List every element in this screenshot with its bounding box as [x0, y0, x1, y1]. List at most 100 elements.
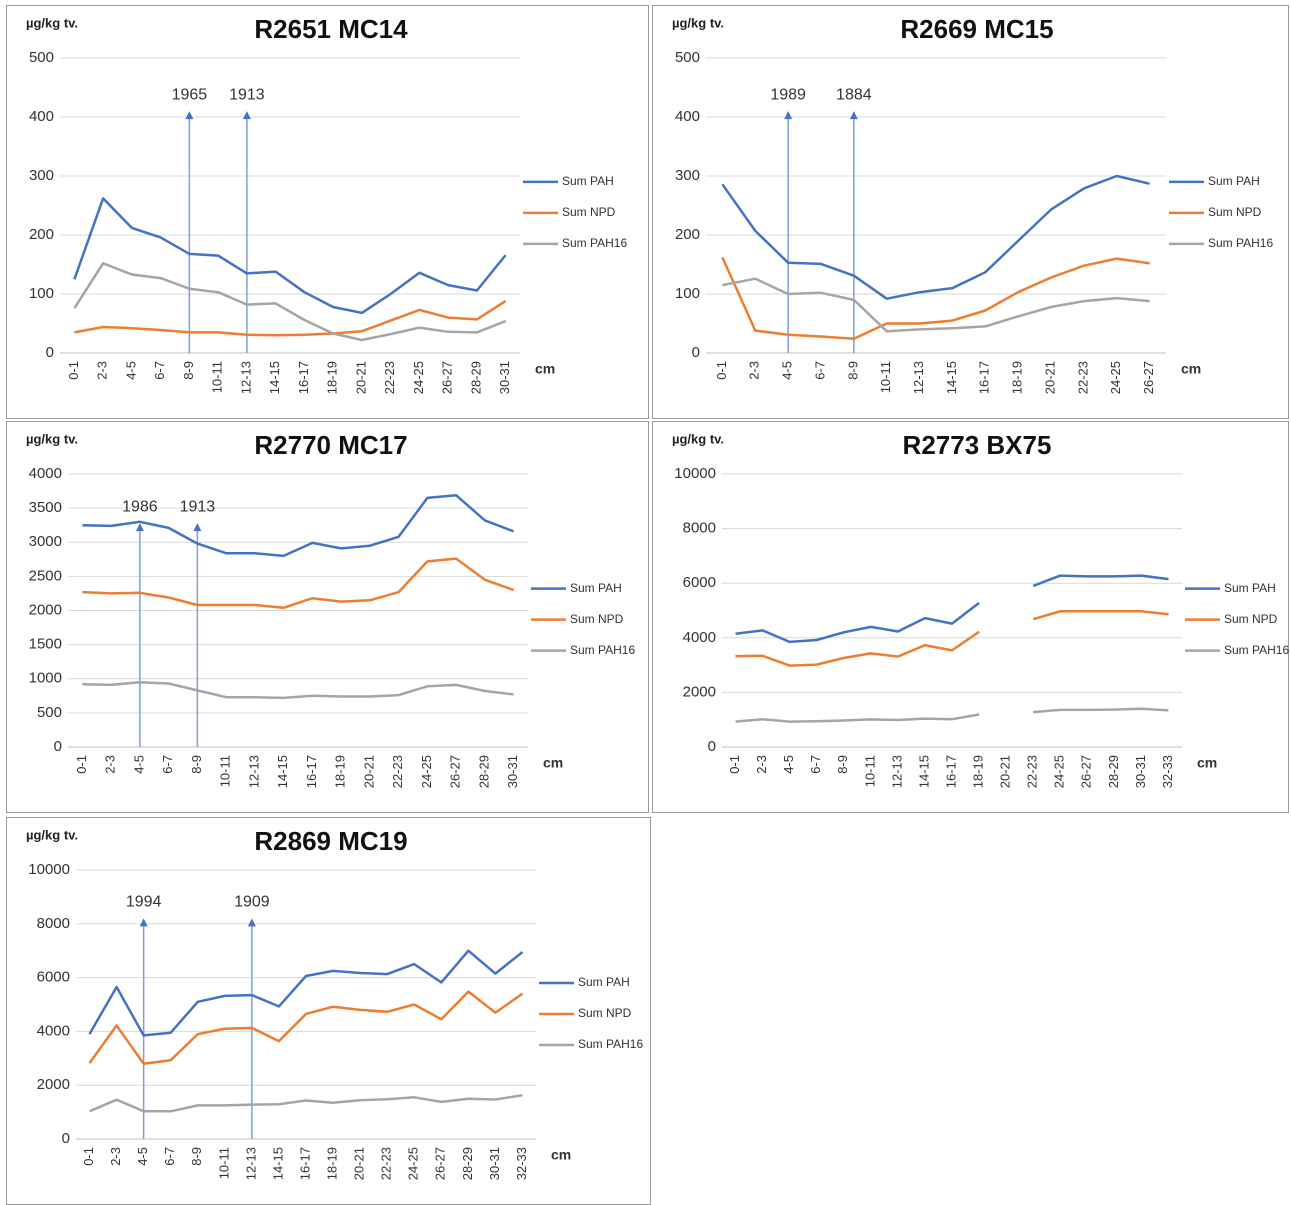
x-tick-label: 32-33 — [1160, 755, 1175, 788]
y-tick-label: 500 — [29, 49, 54, 66]
chart-title: R2669 MC15 — [900, 14, 1053, 44]
series-line — [721, 256, 1150, 341]
x-tick-label: 14-15 — [275, 755, 290, 788]
x-tick-label: 4-5 — [123, 361, 138, 380]
x-axis-label: cm — [1181, 361, 1201, 377]
y-axis-label: µg/kg tv. — [672, 15, 724, 30]
x-tick-label: 24-25 — [419, 755, 434, 788]
y-tick-label: 200 — [675, 226, 700, 243]
legend-label: Sum PAH16 — [1224, 643, 1289, 657]
x-tick-label: 8-9 — [835, 755, 850, 774]
y-tick-label: 200 — [29, 226, 54, 243]
series-line — [82, 557, 515, 610]
x-tick-label: 18-19 — [325, 361, 340, 394]
legend-label: Sum PAH16 — [578, 1037, 643, 1051]
x-tick-label: 4-5 — [135, 1147, 150, 1166]
y-tick-label: 0 — [46, 344, 54, 361]
x-tick-label: 4-5 — [780, 361, 795, 380]
y-tick-label: 300 — [675, 167, 700, 184]
x-axis-label: cm — [551, 1147, 571, 1163]
series-line — [89, 1093, 523, 1113]
x-axis-label: cm — [535, 361, 555, 377]
y-tick-label: 300 — [29, 167, 54, 184]
x-tick-label: 14-15 — [944, 361, 959, 394]
y-tick-label: 2000 — [683, 683, 716, 700]
x-tick-label: 30-31 — [505, 755, 520, 788]
y-tick-label: 0 — [62, 1130, 70, 1147]
series-line — [735, 610, 1169, 667]
annotation-label: 1909 — [234, 894, 270, 911]
x-tick-label: 20-21 — [353, 361, 368, 394]
legend-label: Sum NPD — [1208, 205, 1262, 219]
y-axis-label: µg/kg tv. — [672, 431, 724, 446]
x-tick-label: 10-11 — [216, 1147, 231, 1179]
x-tick-label: 6-7 — [808, 755, 823, 774]
legend-label: Sum PAH — [578, 975, 630, 989]
annotation-label: 1913 — [180, 498, 216, 515]
y-tick-label: 1000 — [29, 670, 62, 687]
series-line — [74, 300, 507, 337]
x-tick-label: 2-3 — [108, 1147, 123, 1166]
y-axis-label: µg/kg tv. — [26, 15, 78, 30]
panel-border — [652, 5, 1289, 419]
y-tick-label: 2000 — [37, 1076, 70, 1093]
x-tick-label: 24-25 — [1052, 755, 1067, 788]
x-tick-label: 16-17 — [977, 361, 992, 394]
x-tick-label: 22-23 — [1075, 361, 1090, 394]
x-tick-label: 12-13 — [889, 755, 904, 788]
x-tick-label: 0-1 — [66, 361, 81, 380]
legend-label: Sum NPD — [1224, 612, 1278, 626]
x-tick-label: 16-17 — [943, 755, 958, 788]
legend-label: Sum NPD — [562, 205, 616, 219]
annotation-arrow — [139, 918, 148, 927]
y-tick-label: 8000 — [683, 520, 716, 537]
series-line — [88, 949, 524, 1037]
legend-label: Sum PAH — [1224, 581, 1276, 595]
x-tick-label: 12-13 — [246, 755, 261, 788]
x-tick-label: 10-11 — [878, 361, 893, 393]
annotation-arrow — [247, 918, 256, 927]
y-tick-label: 4000 — [683, 629, 716, 646]
x-tick-label: 22-23 — [390, 755, 405, 788]
x-tick-label: 6-7 — [160, 755, 175, 774]
y-tick-label: 100 — [29, 285, 54, 302]
series-line — [82, 680, 514, 700]
annotation-arrow — [849, 111, 858, 120]
x-tick-label: 28-29 — [1106, 755, 1121, 788]
x-tick-label: 10-11 — [862, 755, 877, 787]
x-tick-label: 18-19 — [333, 755, 348, 788]
x-tick-label: 32-33 — [514, 1147, 529, 1180]
x-tick-label: 20-21 — [352, 1147, 367, 1180]
y-tick-label: 3500 — [29, 499, 62, 516]
annotation-label: 1884 — [836, 86, 872, 103]
x-tick-label: 2-3 — [747, 361, 762, 380]
x-tick-label: 26-27 — [433, 1147, 448, 1180]
x-tick-label: 0-1 — [727, 755, 742, 774]
y-tick-label: 0 — [692, 344, 700, 361]
legend-label: Sum PAH — [570, 581, 622, 595]
legend-label: Sum PAH16 — [570, 643, 635, 657]
chart-title: R2773 BX75 — [903, 430, 1052, 460]
x-tick-label: 16-17 — [304, 755, 319, 788]
x-tick-label: 6-7 — [812, 361, 827, 380]
x-tick-label: 6-7 — [152, 361, 167, 380]
legend-label: Sum PAH16 — [562, 236, 627, 250]
x-tick-label: 8-9 — [189, 755, 204, 774]
x-axis-label: cm — [1197, 755, 1217, 771]
y-tick-label: 4000 — [29, 465, 62, 482]
x-axis-label: cm — [543, 755, 563, 771]
x-tick-label: 26-27 — [440, 361, 455, 394]
annotation-arrow — [185, 111, 194, 120]
y-tick-label: 3000 — [29, 533, 62, 550]
chart-title: R2770 MC17 — [254, 430, 407, 460]
panel-border — [652, 421, 1289, 813]
y-tick-label: 500 — [37, 704, 62, 721]
chart-title: R2651 MC14 — [254, 14, 408, 44]
x-tick-label: 12-13 — [238, 361, 253, 394]
series-line — [73, 262, 507, 342]
x-tick-label: 0-1 — [714, 361, 729, 380]
y-tick-label: 1500 — [29, 636, 62, 653]
x-tick-label: 18-19 — [1010, 361, 1025, 394]
x-tick-label: 4-5 — [781, 755, 796, 774]
